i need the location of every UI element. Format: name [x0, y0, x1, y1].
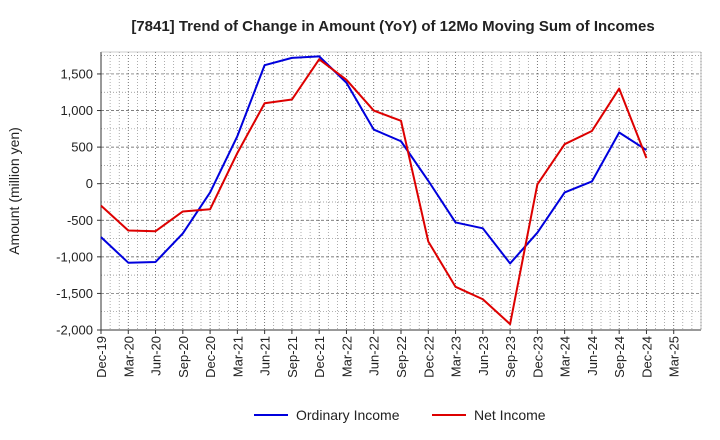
x-tick-label: Dec-23: [530, 336, 545, 378]
y-tick-label: 0: [86, 176, 93, 191]
x-tick-label: Sep-23: [503, 336, 518, 378]
x-tick-label: Sep-22: [394, 336, 409, 378]
x-tick-label: Dec-22: [421, 336, 436, 378]
y-tick-label: -1,500: [56, 286, 93, 301]
x-tick-label: Jun-20: [149, 336, 164, 376]
x-tick-label: Mar-22: [339, 336, 354, 377]
x-tick-label: Jun-24: [585, 336, 600, 376]
x-tick-label: Mar-21: [230, 336, 245, 377]
series-area: [100, 55, 648, 326]
y-tick-label: -500: [67, 213, 93, 228]
legend-label: Net Income: [474, 407, 546, 423]
y-tick-label: -1,000: [56, 249, 93, 264]
y-tick-label: -2,000: [56, 323, 93, 338]
x-tick-label: Jun-21: [258, 336, 273, 376]
x-tick-labels: Dec-19 Mar-20 Jun-20 Sep-20 Dec-20 Mar-21 Jun-…: [94, 330, 682, 378]
x-tick-label: Dec-21: [312, 336, 327, 378]
x-tick-label: Jun-23: [476, 336, 491, 376]
x-tick-label: Dec-20: [203, 336, 218, 378]
legend: Ordinary Income Net Income: [254, 407, 546, 423]
chart-title: [7841] Trend of Change in Amount (YoY) o…: [131, 18, 654, 35]
x-tick-label: Mar-25: [667, 336, 682, 377]
y-tick-label: 1,000: [60, 103, 93, 118]
x-tick-label: Mar-20: [121, 336, 136, 377]
x-tick-label: Sep-20: [176, 336, 191, 378]
x-tick-label: Sep-24: [612, 336, 627, 378]
grid: [100, 52, 702, 331]
x-tick-label: Dec-19: [94, 336, 109, 378]
x-tick-label: Dec-24: [639, 336, 654, 378]
y-tick-label: 500: [71, 140, 93, 155]
y-tick-label: 1,500: [60, 66, 93, 81]
y-tick-labels: -2,000 -1,500 -1,000 -500 0 500 1,000 1,500: [56, 66, 101, 338]
legend-label: Ordinary Income: [296, 407, 400, 423]
x-tick-label: Mar-24: [558, 336, 573, 377]
y-axis-label: Amount (million yen): [6, 127, 22, 255]
x-tick-label: Mar-23: [449, 336, 464, 377]
x-tick-label: Jun-22: [367, 336, 382, 376]
x-tick-label: Sep-21: [285, 336, 300, 378]
